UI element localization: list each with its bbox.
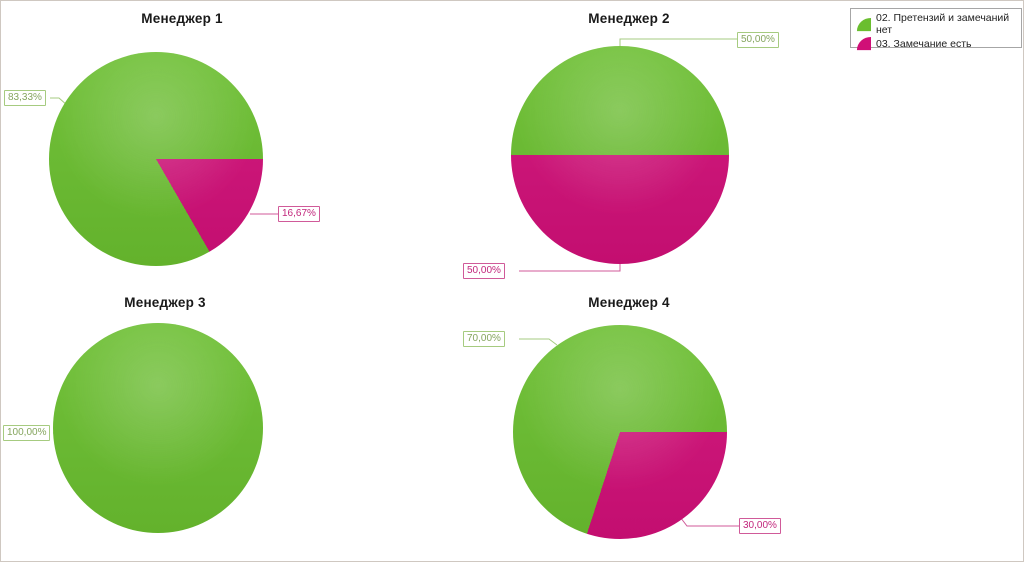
pie-title-manager-4: Менеджер 4 xyxy=(588,295,670,310)
slice-label-m2-green: 50,00% xyxy=(737,32,779,48)
slice-label-m1-pink: 16,67% xyxy=(278,206,320,222)
slice-label-m2-pink: 50,00% xyxy=(463,263,505,279)
pie-slice-icon-green xyxy=(856,17,871,31)
pie-title-manager-1: Менеджер 1 xyxy=(141,11,223,26)
pie-chart-manager-3[interactable] xyxy=(53,323,263,533)
legend-label: 03. Замечание есть xyxy=(876,37,972,50)
slice-label-m3-green: 100,00% xyxy=(3,425,51,441)
pie-slice-icon-pink xyxy=(856,36,871,51)
chart-legend: 02. Претензий и замечаний нет 03. Замеча… xyxy=(850,8,1022,51)
slice-label-m4-pink: 30,00% xyxy=(739,518,781,534)
legend-item-has-remarks[interactable]: 03. Замечание есть xyxy=(855,36,1017,51)
legend-label: 02. Претензий и замечаний нет xyxy=(876,12,1010,36)
slice-label-m1-green: 83,33% xyxy=(4,90,46,106)
pie-chart-manager-2[interactable] xyxy=(511,46,729,264)
pie-chart-manager-1[interactable] xyxy=(49,52,263,266)
legend-item-no-claims[interactable]: 02. Претензий и замечаний нет xyxy=(855,12,1017,36)
pie-title-manager-3: Менеджер 3 xyxy=(124,295,206,310)
slice-label-m4-green: 70,00% xyxy=(463,331,505,347)
pie-title-manager-2: Менеджер 2 xyxy=(588,11,670,26)
pie-chart-manager-4[interactable] xyxy=(513,325,727,539)
